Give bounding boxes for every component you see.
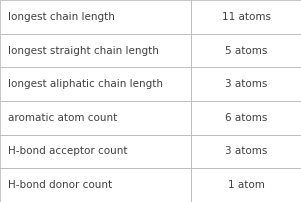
Bar bbox=[0, 168, 191, 202]
Bar bbox=[0, 101, 191, 135]
Bar bbox=[191, 34, 301, 67]
Text: 5 atoms: 5 atoms bbox=[225, 45, 267, 56]
Bar bbox=[191, 0, 301, 34]
Text: 6 atoms: 6 atoms bbox=[225, 113, 267, 123]
Bar bbox=[191, 135, 301, 168]
Text: 11 atoms: 11 atoms bbox=[222, 12, 271, 22]
Text: H-bond acceptor count: H-bond acceptor count bbox=[8, 146, 127, 157]
Bar bbox=[191, 67, 301, 101]
Text: H-bond donor count: H-bond donor count bbox=[8, 180, 112, 190]
Text: 1 atom: 1 atom bbox=[228, 180, 265, 190]
Text: 3 atoms: 3 atoms bbox=[225, 146, 267, 157]
Bar bbox=[191, 168, 301, 202]
Text: longest aliphatic chain length: longest aliphatic chain length bbox=[8, 79, 163, 89]
Bar bbox=[0, 67, 191, 101]
Bar bbox=[0, 0, 191, 34]
Text: 3 atoms: 3 atoms bbox=[225, 79, 267, 89]
Bar bbox=[0, 135, 191, 168]
Text: aromatic atom count: aromatic atom count bbox=[8, 113, 117, 123]
Bar bbox=[191, 101, 301, 135]
Bar bbox=[0, 34, 191, 67]
Text: longest chain length: longest chain length bbox=[8, 12, 114, 22]
Text: longest straight chain length: longest straight chain length bbox=[8, 45, 158, 56]
